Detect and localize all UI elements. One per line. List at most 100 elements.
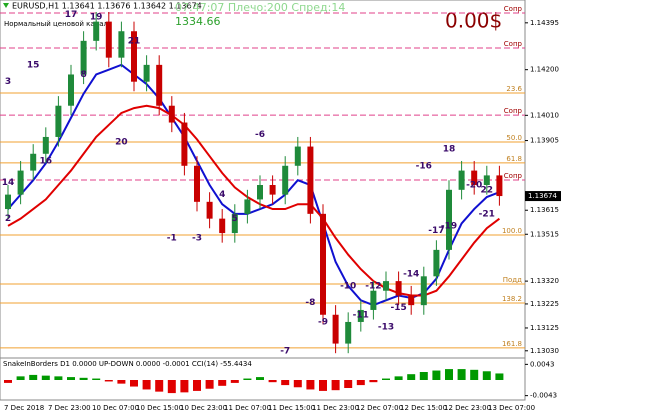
candle-body bbox=[458, 170, 465, 190]
panel-tick-label: -0.0043 bbox=[530, 392, 557, 400]
wave-label: 4 bbox=[219, 190, 225, 200]
wave-label: -13 bbox=[378, 322, 394, 332]
y-tick-label: 1.13225 bbox=[530, 300, 559, 308]
histogram-bar bbox=[117, 380, 126, 384]
histogram-bar bbox=[230, 380, 239, 383]
histogram-bar bbox=[281, 380, 290, 386]
wave-label: 2 bbox=[5, 214, 11, 224]
symbol-info: EURUSD,H1 1.13641 1.13676 1.13642 1.1367… bbox=[12, 2, 202, 11]
histogram-bar bbox=[193, 380, 201, 391]
candle-body bbox=[5, 194, 11, 210]
wave-label: -16 bbox=[416, 161, 432, 171]
level-label: 23.6 bbox=[506, 85, 522, 93]
histogram-bar bbox=[4, 380, 12, 383]
wave-label: 20 bbox=[115, 137, 128, 147]
level-label: Сопр bbox=[504, 172, 523, 180]
histogram-bar bbox=[41, 375, 50, 380]
histogram-bar bbox=[205, 380, 214, 389]
histogram-bar bbox=[104, 380, 113, 382]
wave-label: -14 bbox=[403, 269, 419, 279]
level-label: 138.2 bbox=[502, 295, 522, 303]
time-label: 12 Dec 23:00 bbox=[444, 404, 491, 412]
time-label: 11 Dec 07:00 bbox=[224, 404, 271, 412]
wave-label: 5 bbox=[232, 214, 238, 224]
candle-body bbox=[370, 290, 377, 310]
candle-body bbox=[156, 64, 163, 106]
candle-body bbox=[483, 175, 490, 186]
histogram-bar bbox=[394, 376, 403, 380]
histogram-bar bbox=[268, 380, 277, 383]
histogram-bar bbox=[306, 380, 315, 390]
wave-label: -9 bbox=[318, 317, 328, 327]
wave-label: -10 bbox=[340, 281, 356, 291]
candle-body bbox=[17, 170, 24, 195]
moving-average bbox=[7, 104, 501, 297]
candle-body bbox=[282, 165, 289, 195]
wave-label: -12 bbox=[365, 281, 381, 291]
time-label: 10 Dec 15:00 bbox=[136, 404, 183, 412]
balance: 1334.66 bbox=[175, 15, 221, 28]
y-tick-label: 1.13515 bbox=[530, 230, 559, 238]
candle-body bbox=[131, 31, 137, 82]
histogram-bar bbox=[470, 369, 479, 380]
wave-label: 21 bbox=[128, 36, 141, 46]
wave-label: 15 bbox=[27, 60, 40, 70]
wave-label: -20 bbox=[466, 181, 482, 191]
wave-label: 3 bbox=[5, 77, 11, 87]
y-tick-label: 1.14395 bbox=[530, 19, 559, 27]
candle-body bbox=[257, 185, 263, 200]
candle-body bbox=[105, 21, 112, 58]
wave-label: -1 bbox=[167, 233, 177, 243]
wave-label: -7 bbox=[280, 346, 290, 356]
histogram-bar bbox=[243, 378, 252, 380]
histogram-bar bbox=[407, 374, 416, 380]
histogram-bar bbox=[155, 380, 164, 392]
candle-body bbox=[55, 105, 62, 137]
histogram-bar bbox=[356, 380, 365, 386]
panel-title: SnakeInBorders D1 0.0000 UP-DOWN 0.0000 … bbox=[3, 360, 252, 368]
histogram-bar bbox=[142, 380, 151, 390]
histogram-bar bbox=[293, 380, 302, 388]
level-label: Сопр bbox=[504, 5, 523, 13]
histogram-bar bbox=[445, 369, 453, 380]
level-label: 161.8 bbox=[502, 340, 522, 348]
candle-body bbox=[244, 199, 251, 214]
candle-body bbox=[433, 249, 440, 277]
candle-body bbox=[80, 40, 87, 75]
profit: 0.00$ bbox=[445, 9, 502, 33]
wave-label: -17 bbox=[428, 226, 444, 236]
candle-body bbox=[320, 213, 326, 315]
current-price-box bbox=[525, 191, 561, 202]
wave-label: 16 bbox=[40, 156, 53, 166]
candle-body bbox=[143, 64, 150, 82]
histogram-bar bbox=[67, 377, 75, 380]
candle-body bbox=[496, 175, 503, 197]
histogram-bar bbox=[457, 369, 466, 380]
wave-label: 14 bbox=[2, 178, 15, 188]
histogram-bar bbox=[331, 380, 340, 391]
wave-label: -6 bbox=[255, 130, 265, 140]
wave-label: 17 bbox=[65, 10, 78, 20]
candle-body bbox=[383, 281, 389, 291]
time-label: 13 Dec 07:00 bbox=[488, 404, 535, 412]
candle-body bbox=[93, 21, 100, 41]
panel-tick-label: 0.0043 bbox=[530, 360, 555, 368]
y-tick-label: 1.13905 bbox=[530, 137, 559, 145]
candle-body bbox=[168, 105, 175, 123]
candle-body bbox=[206, 201, 213, 219]
histogram-bar bbox=[495, 373, 504, 380]
candle-body bbox=[446, 189, 452, 250]
candle-body bbox=[420, 276, 427, 306]
histogram-bar bbox=[382, 378, 390, 380]
wave-label: 19 bbox=[90, 12, 103, 22]
candle-body bbox=[194, 165, 200, 202]
time-label: 12 Dec 15:00 bbox=[400, 404, 447, 412]
time-label: 7 Dec 23:00 bbox=[48, 404, 91, 412]
y-tick-label: 1.13320 bbox=[530, 277, 559, 285]
histogram-bar bbox=[29, 374, 38, 380]
candle-body bbox=[42, 136, 49, 154]
y-tick-label: 1.14200 bbox=[530, 66, 559, 74]
y-tick-label: 1.14010 bbox=[530, 111, 559, 119]
wave-label: 22 bbox=[481, 185, 494, 195]
time-label: 11 Dec 23:00 bbox=[312, 404, 359, 412]
